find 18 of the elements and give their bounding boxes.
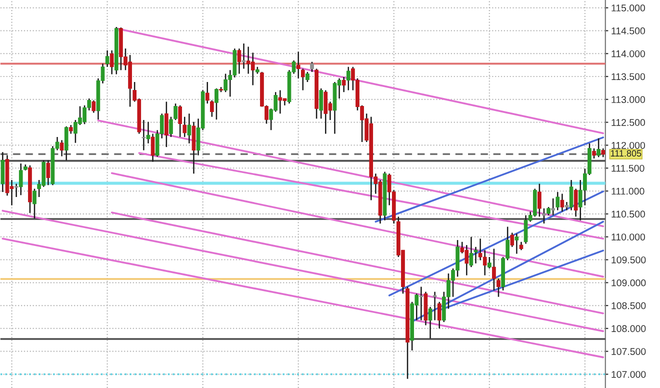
y-tick-label: 112.500 bbox=[612, 119, 645, 126]
y-tick-label: 107.000 bbox=[612, 370, 646, 378]
y-tick-label: 109.500 bbox=[612, 256, 646, 264]
ref-line-label: 111.805 bbox=[610, 150, 642, 157]
y-tick-label: 111.500 bbox=[612, 164, 644, 172]
y-tick-label: 108.000 bbox=[612, 325, 646, 332]
y-tick-label: 108.500 bbox=[612, 302, 646, 310]
y-tick-label: 109.000 bbox=[612, 279, 646, 286]
y-tick-label: 114.000 bbox=[612, 50, 645, 58]
y-tick-label: 114.500 bbox=[612, 27, 645, 34]
y-tick-label: 113.000 bbox=[612, 96, 645, 104]
y-tick-label: 110.500 bbox=[612, 210, 645, 218]
y-tick-label: 107.500 bbox=[612, 348, 646, 355]
y-tick-label: 113.500 bbox=[612, 73, 645, 80]
y-tick-label: 111.000 bbox=[612, 188, 644, 195]
y-tick-label: 110.000 bbox=[612, 234, 645, 240]
y-tick-label: 112.000 bbox=[612, 142, 645, 149]
y-tick-label: 115.000 bbox=[612, 4, 645, 12]
